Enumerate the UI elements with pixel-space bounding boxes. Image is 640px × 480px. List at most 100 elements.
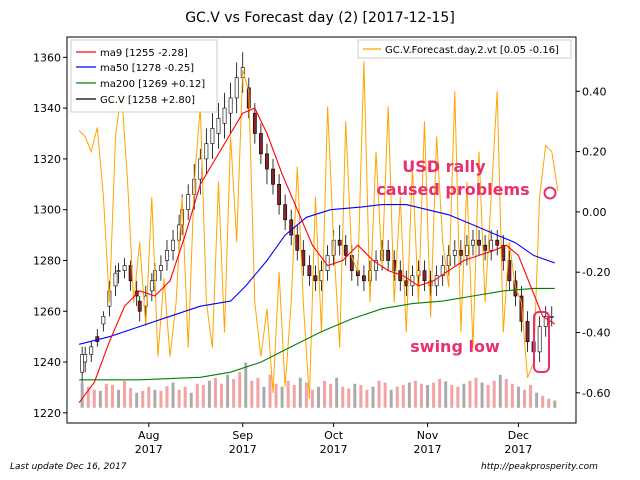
- volume-bar: [450, 384, 454, 408]
- volume-bar: [486, 384, 490, 408]
- volume-bar: [492, 380, 496, 408]
- volume-bar: [323, 380, 327, 408]
- candle-body: [301, 250, 306, 266]
- y-left-tick-label: 1340: [33, 102, 61, 115]
- candle-body: [477, 239, 481, 246]
- legend-label-ma50: ma50 [1278 -0.25]: [100, 63, 194, 74]
- volume-bar: [468, 380, 472, 408]
- candle-body: [465, 244, 469, 256]
- volume-bar: [462, 383, 466, 408]
- y-left-tick-label: 1360: [33, 51, 61, 64]
- volume-bar: [232, 378, 236, 408]
- candle-body: [122, 265, 127, 271]
- candle-body: [228, 97, 233, 114]
- candle-body: [525, 321, 530, 343]
- candle-body: [165, 250, 169, 261]
- volume-bar: [347, 388, 351, 408]
- volume-bar: [438, 378, 442, 408]
- volume-bar: [480, 382, 484, 408]
- volume-bar: [329, 383, 333, 408]
- ma200-line: [79, 287, 555, 381]
- candle-body: [422, 270, 427, 282]
- candle-body: [283, 204, 288, 221]
- volume-bar: [474, 377, 478, 408]
- volume-bar: [286, 380, 290, 408]
- x-tick-year: 2017: [320, 443, 348, 456]
- chart-title: GC.V vs Forecast day (2) [2017-12-15]: [185, 10, 455, 26]
- candle-body: [368, 270, 372, 282]
- volume-bar: [444, 381, 448, 408]
- volume-bar: [383, 382, 387, 408]
- candle-body: [386, 250, 391, 261]
- candle-body: [483, 244, 488, 251]
- candle-body: [440, 265, 445, 277]
- candle-body: [289, 219, 294, 236]
- legend-label-ma200: ma200 [1269 +0.12]: [100, 79, 205, 90]
- candle-body: [137, 300, 142, 312]
- candle-body: [252, 112, 257, 134]
- annotation-circle-marker: [543, 186, 557, 200]
- candle-body: [543, 316, 548, 327]
- volume-bar: [135, 392, 139, 408]
- candle-body: [80, 354, 85, 373]
- candle-body: [313, 275, 318, 282]
- footer-url: http://peakprosperity.com: [481, 462, 598, 472]
- volume-bar: [432, 382, 436, 408]
- volume-bar: [117, 389, 121, 408]
- candle-body: [362, 275, 366, 282]
- volume-bar: [80, 382, 84, 408]
- legend-label-forecast: GC.V.Forecast.day.2.vt [0.05 -0.16]: [385, 45, 559, 56]
- legend-label-gcv: GC.V [1258 +2.80]: [100, 95, 195, 106]
- volume-bar: [426, 384, 430, 408]
- candle-body: [271, 168, 275, 185]
- volume-bar: [419, 383, 423, 408]
- candle-body: [89, 346, 94, 355]
- candle-body: [83, 354, 88, 363]
- y-right-tick-label: 0.20: [582, 146, 607, 159]
- candle-body: [259, 133, 263, 155]
- candle-body: [398, 270, 403, 282]
- volume-bar: [129, 387, 133, 408]
- volume-bar: [123, 380, 127, 408]
- volume-bar: [141, 390, 145, 408]
- candle-body: [149, 280, 154, 292]
- volume-bar: [535, 392, 539, 408]
- volume-bar: [371, 386, 375, 408]
- volume-bar: [195, 383, 199, 408]
- candle-body: [325, 255, 330, 271]
- volume-bar: [304, 382, 308, 408]
- volume-bar: [522, 389, 526, 408]
- candle-body: [343, 244, 348, 256]
- candle-body: [234, 77, 239, 99]
- candle-body: [307, 265, 312, 277]
- volume-bar: [510, 383, 514, 408]
- volume-bar: [207, 380, 211, 408]
- volume-bar: [226, 374, 230, 408]
- volume-bar: [256, 377, 260, 408]
- ma9-line: [78, 107, 556, 404]
- volume-bar: [110, 384, 114, 408]
- volume-bar: [395, 386, 399, 408]
- footer-last-update: Last update Dec 16, 2017: [10, 462, 127, 472]
- legend-label-ma9: ma9 [1255 -2.28]: [100, 48, 188, 59]
- volume-bar: [159, 390, 163, 408]
- candle-body: [295, 234, 300, 251]
- y-left-tick-label: 1240: [33, 356, 61, 369]
- candle-body: [216, 117, 221, 134]
- y-left-tick-label: 1300: [33, 204, 61, 217]
- candle-body: [471, 239, 475, 246]
- candle-body: [177, 224, 182, 241]
- volume-bar: [92, 389, 96, 408]
- candle-body: [337, 239, 342, 246]
- volume-bar: [238, 371, 242, 408]
- candle-body: [222, 107, 227, 124]
- x-tick-label: Aug: [138, 429, 159, 442]
- volume-bar: [274, 383, 278, 408]
- volume-bar: [98, 390, 102, 408]
- axes: 1220 1240 1260 1280 1300 1320 1340 1360 0.40 0.20…: [33, 51, 610, 456]
- x-tick-label: Oct: [324, 429, 344, 442]
- candle-body: [265, 153, 269, 170]
- y-right-tick-label: -0.20: [582, 266, 610, 279]
- volume-bar: [401, 384, 405, 408]
